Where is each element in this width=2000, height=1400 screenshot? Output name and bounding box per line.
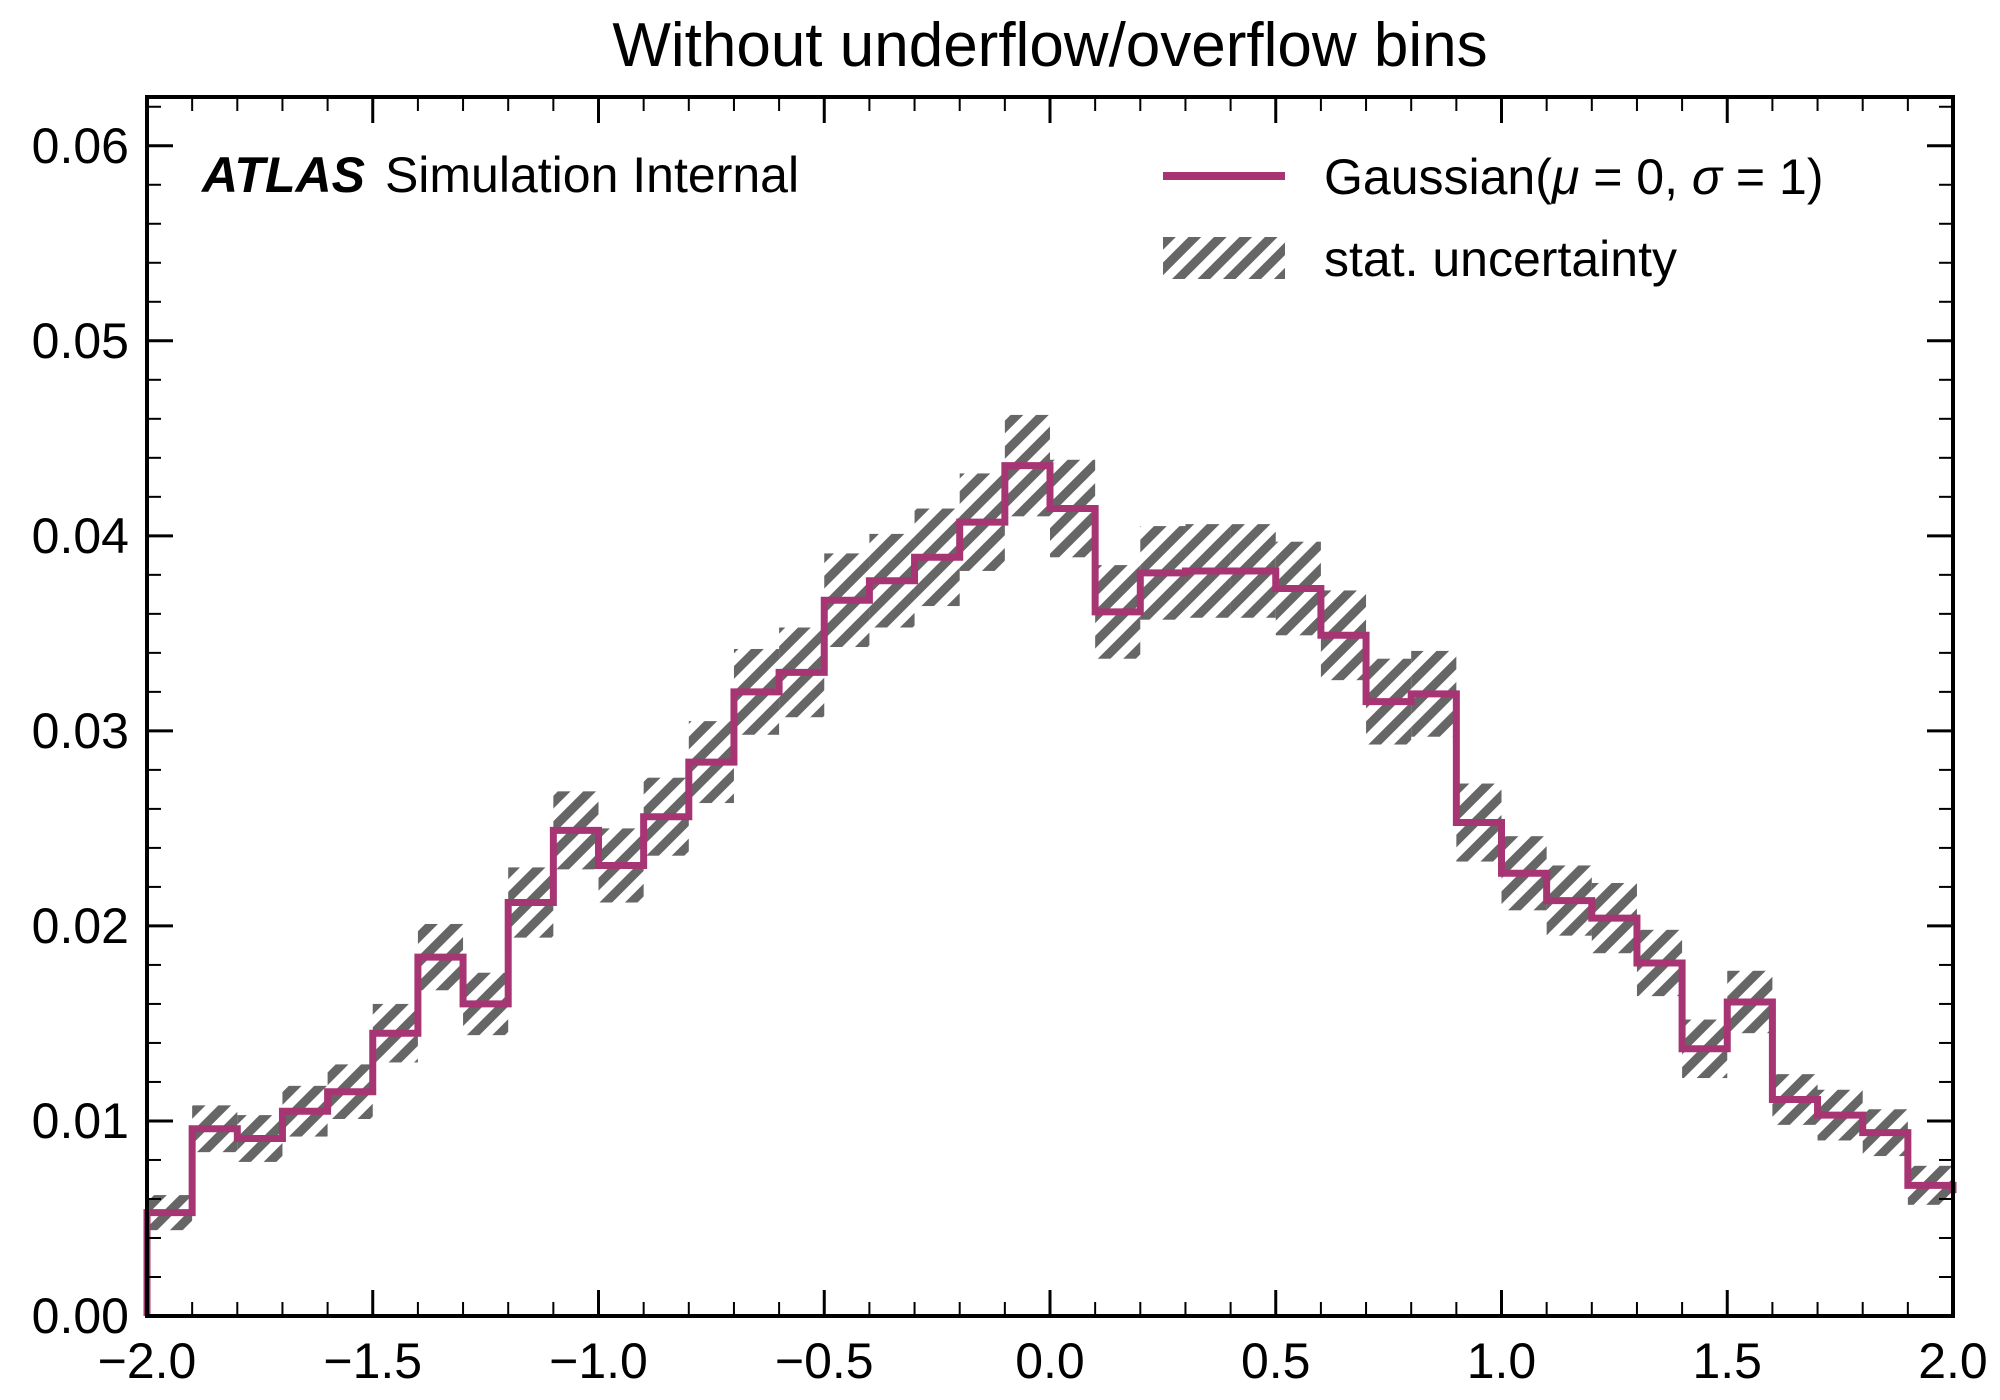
y-tick-label: 0.03 <box>32 703 129 759</box>
x-tick-label: −1.5 <box>323 1333 422 1389</box>
x-tick-label: 1.5 <box>1692 1333 1762 1389</box>
x-axis-tick-labels: −2.0 −1.5 −1.0 −0.5 0.0 0.5 1.0 1.5 2.0 <box>98 1333 1988 1389</box>
y-tick-label: 0.04 <box>32 508 129 564</box>
histogram-step-line <box>143 462 1957 1316</box>
y-tick-label: 0.00 <box>32 1288 129 1344</box>
x-tick-label: 0.0 <box>1015 1333 1085 1389</box>
legend-label-uncertainty: stat. uncertainty <box>1324 231 1677 287</box>
chart-title: Without underflow/overflow bins <box>612 11 1487 80</box>
stat-uncertainty-bands <box>147 414 1953 1231</box>
atlas-label-rest: Simulation Internal <box>385 147 799 203</box>
legend-hatch-swatch <box>1163 237 1285 279</box>
y-tick-label: 0.05 <box>32 313 129 369</box>
x-tick-label: −2.0 <box>98 1333 197 1389</box>
y-axis-tick-labels: 0.00 0.01 0.02 0.03 0.04 0.05 0.06 <box>32 118 129 1344</box>
x-tick-label: 0.5 <box>1241 1333 1311 1389</box>
experiment-label: ATLAS Simulation Internal <box>200 147 799 203</box>
atlas-label-bold: ATLAS <box>200 147 365 203</box>
plot-frame <box>145 95 1955 1318</box>
legend: Gaussian(μ = 0, σ = 1) stat. uncertainty <box>1163 149 1823 287</box>
histogram-series <box>143 462 1957 1316</box>
legend-label-gaussian: Gaussian(μ = 0, σ = 1) <box>1324 149 1823 205</box>
x-tick-label: −0.5 <box>775 1333 874 1389</box>
x-tick-label: −1.0 <box>549 1333 648 1389</box>
y-tick-label: 0.01 <box>32 1093 129 1149</box>
axis-ticks <box>145 97 1955 1318</box>
x-tick-label: 1.0 <box>1467 1333 1537 1389</box>
y-tick-label: 0.06 <box>32 118 129 174</box>
x-tick-label: 2.0 <box>1918 1333 1988 1389</box>
y-tick-label: 0.02 <box>32 898 129 954</box>
